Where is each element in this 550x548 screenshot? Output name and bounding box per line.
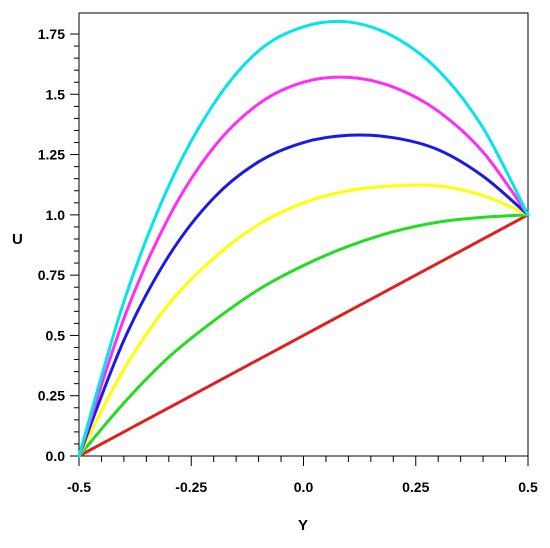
x-tick-label: -0.25 — [175, 479, 207, 495]
y-tick-label: 1.25 — [38, 147, 65, 163]
series-blue — [77, 133, 530, 458]
y-tick-label: 0.5 — [46, 327, 66, 343]
series-cyan — [77, 19, 530, 458]
x-axis-title: Y — [298, 517, 308, 534]
y-axis: 0.0 0.25 0.5 0.75 1.0 1.25 1.5 1.75 — [38, 26, 79, 464]
series-red — [77, 213, 530, 458]
x-tick-label: 0.5 — [518, 479, 538, 495]
series-group — [77, 19, 530, 458]
series-yellow — [77, 183, 530, 458]
plot-frame — [78, 12, 529, 457]
x-tick-label: 0.0 — [294, 479, 314, 495]
x-axis: -0.5 -0.25 0.0 0.25 0.5 — [67, 456, 538, 495]
y-tick-label: 1.75 — [38, 26, 65, 42]
x-tick-label: -0.5 — [67, 479, 91, 495]
y-tick-label: 0.75 — [38, 267, 65, 283]
x-tick-label: 0.25 — [402, 479, 429, 495]
y-tick-label: 0.25 — [38, 388, 65, 404]
y-tick-label: 1.0 — [46, 207, 66, 223]
y-tick-label: 0.0 — [46, 448, 66, 464]
series-green — [77, 213, 530, 458]
y-axis-title: U — [12, 231, 23, 248]
y-tick-label: 1.5 — [46, 86, 66, 102]
series-magenta — [77, 75, 530, 458]
